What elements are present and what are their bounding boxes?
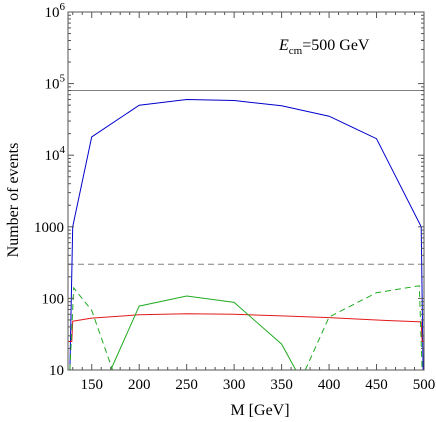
plot-frame [67, 11, 425, 371]
x-tick-label: 200 [128, 377, 151, 393]
annotation-symbol: E [278, 37, 289, 54]
y-tick-label: 104 [45, 144, 66, 164]
x-tick-label: 150 [80, 377, 103, 393]
x-tick-label: 350 [270, 377, 293, 393]
x-axis-title: M [GeV] [230, 402, 289, 419]
plot-marks [68, 90, 424, 371]
series-line-4 [110, 295, 297, 371]
series-line-2 [69, 98, 424, 371]
annotation-subscript: cm [289, 45, 303, 57]
x-tick-label: 400 [318, 377, 341, 393]
x-tick-label: 500 [413, 377, 436, 393]
y-tick-label: 100 [42, 291, 65, 307]
x-tick-label: 250 [175, 377, 198, 393]
series-line-3 [68, 313, 424, 342]
x-tick-label: 300 [223, 377, 246, 393]
series-line-5 [69, 286, 114, 371]
y-tick-label: 105 [45, 73, 66, 93]
y-tick-label: 10 [49, 363, 64, 379]
y-tick-label: 106 [45, 1, 66, 21]
y-axis-ticks: 10 100 1000 104 105 106 [34, 1, 424, 379]
series-line-6 [304, 285, 423, 371]
y-tick-label: 1000 [34, 220, 64, 236]
x-axis-ticks: 150 200 250 300 350 400 450 500 [72, 12, 436, 393]
annotation-value: =500 GeV [302, 37, 370, 54]
x-tick-label: 450 [365, 377, 388, 393]
energy-annotation: Ecm=500 GeV [278, 37, 370, 57]
y-axis-title: Number of events [5, 143, 22, 258]
